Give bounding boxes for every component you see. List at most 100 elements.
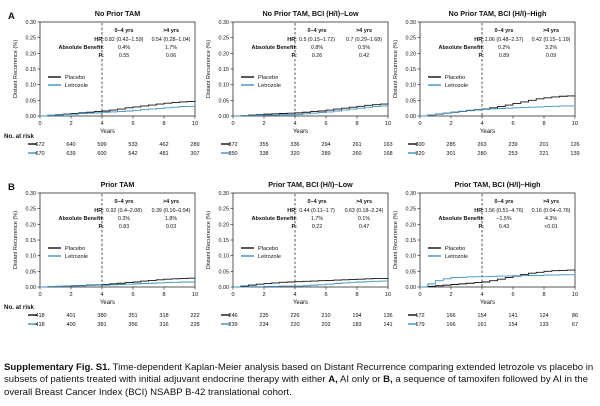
p-value-label: P: <box>99 224 105 230</box>
risk-placebo-count: 210 <box>321 313 330 319</box>
y-tick-label: 0.15 <box>26 238 37 244</box>
p-value: 0.03 <box>166 224 176 230</box>
risk-placebo-count: 194 <box>352 313 361 319</box>
legend-placebo-label: Placebo <box>65 246 85 252</box>
hr-value: 0.63 (0.18–2.24) <box>345 208 384 214</box>
x-tick-label: 2 <box>449 121 452 127</box>
caption-letter-b: B, <box>383 374 393 386</box>
y-axis-label: Distant Recurrence (%) <box>206 40 212 98</box>
y-tick-label: 0.00 <box>219 285 230 291</box>
risk-placebo-count: 533 <box>128 142 137 148</box>
legend-placebo-label: Placebo <box>65 75 85 81</box>
absolute-benefit-label: Absolute Benefit: <box>251 216 297 222</box>
letrozole-curve <box>40 281 196 288</box>
benefit-value: 0.3% <box>118 216 130 222</box>
caption-text-1: Time-dependent Kaplan-Meier analysis bas… <box>4 362 594 386</box>
risk-placebo-count: 372 <box>228 142 237 148</box>
p-value-label: P: <box>292 53 298 59</box>
risk-letrozole-count: 670 <box>35 151 44 157</box>
benefit-value: 0.5% <box>358 45 370 51</box>
risk-letrozole-count: 400 <box>66 322 75 328</box>
x-axis-label: Years <box>293 300 308 306</box>
absolute-benefit-label: Absolute Benefit: <box>58 216 104 222</box>
y-tick-label: 0.15 <box>26 67 37 73</box>
x-tick-label: 2 <box>262 121 265 127</box>
y-tick-label: 0.25 <box>219 36 230 42</box>
period-late-label: >4 yrs <box>356 199 372 205</box>
risk-letrozole-count: 356 <box>128 322 137 328</box>
hr-value: 1.56 (0.51–4.76) <box>485 208 524 214</box>
y-tick-label: 0.10 <box>406 254 417 260</box>
risk-placebo-count: 336 <box>290 142 299 148</box>
y-tick-label: 0.30 <box>26 20 37 26</box>
risk-letrozole-count: 350 <box>228 151 237 157</box>
y-tick-label: 0.25 <box>219 207 230 213</box>
legend-placebo-label: Placebo <box>258 246 278 252</box>
risk-placebo-count: 401 <box>66 313 75 319</box>
x-tick-label: 10 <box>192 292 198 298</box>
benefit-value: 1.8% <box>165 216 177 222</box>
row-label-a: A <box>8 11 15 22</box>
risk-placebo-count: 294 <box>321 142 330 148</box>
risk-placebo-count: 300 <box>415 142 424 148</box>
risk-letrozole-count: 202 <box>321 322 330 328</box>
y-axis-label: Distant Recurrence (%) <box>13 40 19 98</box>
risk-placebo-count: 246 <box>228 313 237 319</box>
hr-label: HR: <box>94 37 104 43</box>
letrozole-curve <box>420 105 576 117</box>
hr-value: 1.06 (0.48–2.37) <box>485 37 524 43</box>
y-tick-label: 0.30 <box>406 191 417 197</box>
risk-placebo-count: 222 <box>190 313 199 319</box>
y-tick-label: 0.05 <box>406 98 417 104</box>
risk-letrozole-count: 166 <box>446 322 455 328</box>
risk-letrozole-count: 221 <box>539 151 548 157</box>
y-tick-label: 0.00 <box>26 285 37 291</box>
panel-title: No Prior TAM, BCI (H/I)–Low <box>262 9 359 18</box>
p-value-label: P: <box>99 53 105 59</box>
legend-letrozole-label: Letrozole <box>445 254 468 260</box>
benefit-value: 0.2% <box>498 45 510 51</box>
risk-letrozole-count: 307 <box>190 151 199 157</box>
p-value: 0.06 <box>166 53 176 59</box>
y-tick-label: 0.00 <box>406 114 417 120</box>
x-tick-label: 2 <box>449 292 452 298</box>
period-early-label: 0–4 yrs <box>308 28 327 34</box>
legend-placebo-label: Placebo <box>445 246 465 252</box>
hr-value: 0.7 (0.29–1.68) <box>346 37 382 43</box>
placebo-curve <box>40 101 196 117</box>
risk-letrozole-count: 141 <box>383 322 392 328</box>
p-value: 0.26 <box>312 53 322 59</box>
risk-letrozole-count: 154 <box>508 322 517 328</box>
x-tick-label: 4 <box>480 121 483 127</box>
risk-placebo-count: 239 <box>508 142 517 148</box>
benefit-value: 3.2% <box>545 45 557 51</box>
x-tick-label: 8 <box>355 292 358 298</box>
p-value: 0.47 <box>359 224 369 230</box>
y-axis-label: Distant Recurrence (%) <box>206 211 212 269</box>
x-axis-label: Years <box>480 129 495 135</box>
risk-letrozole-count: 183 <box>352 322 361 328</box>
p-value: <0.01 <box>544 224 557 230</box>
km-panel: Prior TAM 0.00 0.05 0.10 0.15 0.20 0.25 0.30 0 2 4… <box>13 180 200 328</box>
risk-placebo-count: 418 <box>35 313 44 319</box>
absolute-benefit-label: Absolute Benefit: <box>251 45 297 51</box>
y-tick-label: 0.20 <box>26 222 37 228</box>
risk-placebo-count: 166 <box>446 313 455 319</box>
hr-value: 0.44 (0.11–1.7) <box>299 208 335 214</box>
p-value: 0.09 <box>546 53 556 59</box>
p-value: 0.42 <box>359 53 369 59</box>
y-tick-label: 0.30 <box>26 191 37 197</box>
p-value-label: P: <box>479 224 485 230</box>
risk-letrozole-count: 280 <box>477 151 486 157</box>
x-tick-label: 0 <box>231 121 234 127</box>
risk-letrozole-count: 320 <box>290 151 299 157</box>
y-axis-label: Distant Recurrence (%) <box>13 211 19 269</box>
hr-value: 0.39 (0.16–0.94) <box>152 208 191 214</box>
period-early-label: 0–4 yrs <box>115 28 134 34</box>
risk-placebo-count: 285 <box>446 142 455 148</box>
y-tick-label: 0.25 <box>406 207 417 213</box>
y-tick-label: 0.15 <box>219 67 230 73</box>
x-tick-label: 10 <box>572 292 578 298</box>
hr-label: HR: <box>94 208 104 214</box>
period-late-label: >4 yrs <box>356 28 372 34</box>
